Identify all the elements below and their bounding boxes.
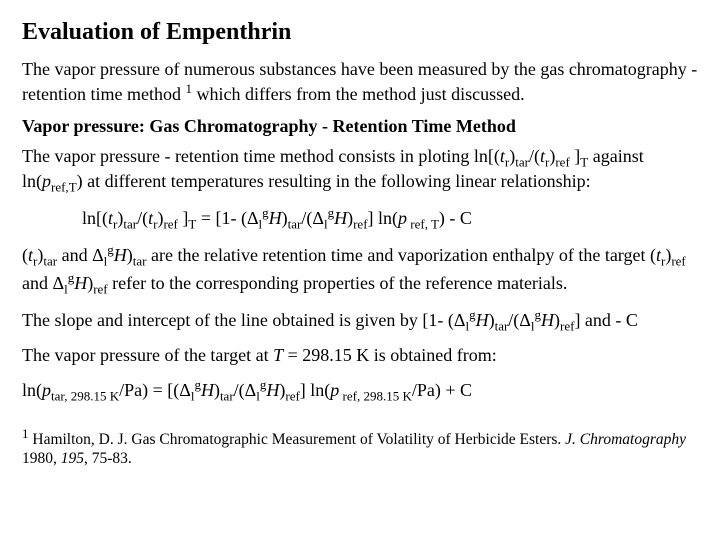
sub: tar xyxy=(515,155,529,170)
text: The vapor pressure - retention time meth… xyxy=(22,146,500,166)
text: /Pa) + C xyxy=(412,380,472,400)
var-p: p xyxy=(398,208,407,228)
page-title: Evaluation of Empenthrin xyxy=(22,18,698,47)
text: ln( xyxy=(22,380,42,400)
sub: ref, T xyxy=(407,217,439,232)
sub: tar xyxy=(43,254,57,269)
sub: ref, 298.15 K xyxy=(339,388,412,403)
sub: ref xyxy=(560,319,574,334)
text: which differs from the method just discu… xyxy=(192,84,525,104)
sub: tar xyxy=(133,254,147,269)
method-paragraph: The vapor pressure - retention time meth… xyxy=(22,146,698,195)
text: The slope and intercept of the line obta… xyxy=(22,310,465,330)
text: /Pa) = [(Δ xyxy=(119,380,191,400)
equation-2: ln(ptar, 298.15 K/Pa) = [(ΔlgH)tar/(ΔlgH… xyxy=(22,377,698,404)
text: 1980, xyxy=(22,450,61,467)
journal: J. Chromatography xyxy=(565,431,686,448)
sub: T xyxy=(69,179,77,194)
sub: ref, xyxy=(51,179,69,194)
var-H: H xyxy=(476,310,489,330)
var-H: H xyxy=(266,380,279,400)
text: Hamilton, D. J. Gas Chromatographic Meas… xyxy=(29,431,566,448)
text: /( xyxy=(529,146,540,166)
text: /( xyxy=(137,208,148,228)
sub: tar xyxy=(288,217,302,232)
text: ] and - C xyxy=(574,310,637,330)
sub: ref xyxy=(93,282,107,297)
var-p: p xyxy=(42,380,51,400)
definitions-paragraph: (tr)tar and ΔlgH)tar are the relative re… xyxy=(22,242,698,297)
var-p: p xyxy=(330,380,339,400)
section-heading: Vapor pressure: Gas Chromatography - Ret… xyxy=(22,116,698,138)
text: ) at different temperatures resulting in… xyxy=(77,171,591,191)
text: /(Δ xyxy=(301,208,324,228)
text: /(Δ xyxy=(234,380,257,400)
var-H: H xyxy=(334,208,347,228)
sub: tar xyxy=(495,319,509,334)
sub: ref xyxy=(671,254,685,269)
text: and Δ xyxy=(57,245,104,265)
var-H: H xyxy=(541,310,554,330)
text: = [1- (Δ xyxy=(196,208,258,228)
text: /(Δ xyxy=(508,310,531,330)
var-T: T xyxy=(273,345,283,365)
var-p: p xyxy=(42,171,51,191)
text: , 75-83. xyxy=(84,450,132,467)
text: ) - C xyxy=(439,208,472,228)
sub: ref xyxy=(163,217,177,232)
volume: 195 xyxy=(61,450,84,467)
var-H: H xyxy=(74,273,87,293)
text: = 298.15 K is obtained from: xyxy=(283,345,497,365)
sub: ref xyxy=(555,155,569,170)
text: ] ln( xyxy=(368,208,399,228)
sub: tar xyxy=(220,388,234,403)
text: ] xyxy=(178,208,189,228)
var-H: H xyxy=(114,245,127,265)
sub: tar xyxy=(123,217,137,232)
equation-1: ln[(tr)tar/(tr)ref ]T = [1- (ΔlgH)tar/(Δ… xyxy=(82,205,698,232)
text: ] ln( xyxy=(300,380,331,400)
sub: ref xyxy=(285,388,299,403)
footnote: 1 Hamilton, D. J. Gas Chromatographic Me… xyxy=(22,426,698,469)
sub: tar, 298.15 K xyxy=(51,388,119,403)
text: refer to the corresponding properties of… xyxy=(108,273,568,293)
intro-paragraph: The vapor pressure of numerous substance… xyxy=(22,59,698,106)
text: and Δ xyxy=(22,273,64,293)
text: The vapor pressure of the target at xyxy=(22,345,273,365)
slope-paragraph: The slope and intercept of the line obta… xyxy=(22,307,698,334)
var-H: H xyxy=(201,380,214,400)
text: ] xyxy=(570,146,581,166)
sub: ref xyxy=(353,217,367,232)
text: ln[( xyxy=(82,208,108,228)
target-paragraph: The vapor pressure of the target at T = … xyxy=(22,345,698,367)
var-H: H xyxy=(269,208,282,228)
text: are the relative retention time and vapo… xyxy=(147,245,656,265)
